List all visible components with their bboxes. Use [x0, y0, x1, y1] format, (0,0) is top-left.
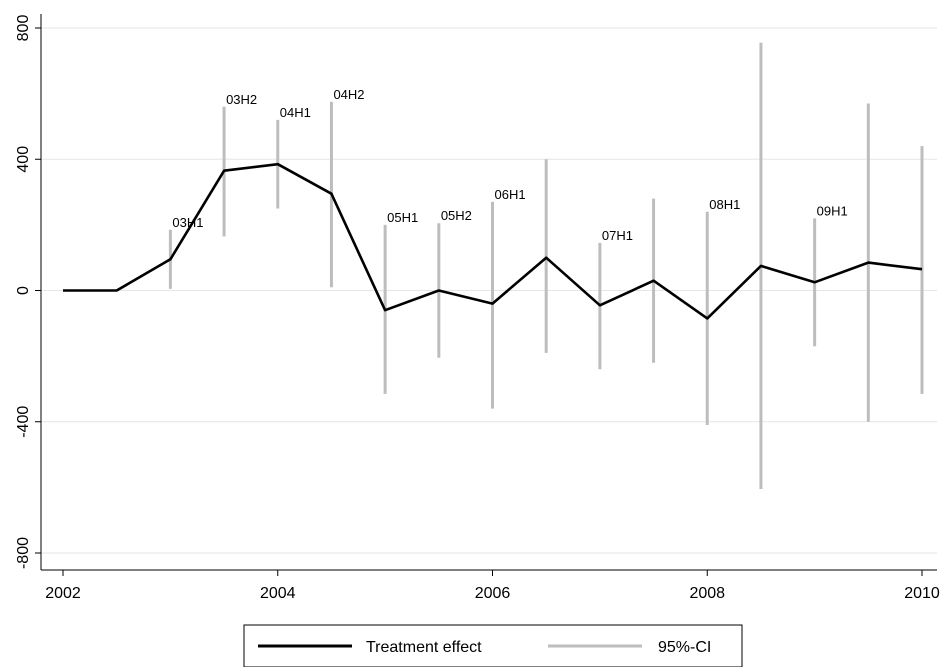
y-tick-label: -800: [15, 537, 32, 569]
x-tick-label: 2008: [689, 585, 725, 602]
plot-area: [40, 13, 938, 571]
x-tick-label: 2004: [260, 585, 296, 602]
x-tick-label: 2002: [45, 585, 81, 602]
y-tick-label: 800: [15, 15, 32, 42]
period-label: 04H1: [280, 105, 311, 120]
y-tick-label: 400: [15, 146, 32, 173]
x-tick-label: 2010: [904, 585, 940, 602]
period-label: 05H1: [387, 210, 418, 225]
period-label: 07H1: [602, 228, 633, 243]
legend-label-treatment: Treatment effect: [366, 639, 482, 656]
period-label: 04H2: [333, 87, 364, 102]
period-label: 05H2: [441, 208, 472, 223]
period-label: 03H2: [226, 92, 257, 107]
legend: Treatment effect 95%-CI: [243, 624, 743, 668]
treatment-effect-line: [63, 162, 923, 320]
period-label: 06H1: [495, 187, 526, 202]
gridlines: [40, 13, 938, 571]
period-label: 03H1: [172, 215, 203, 230]
x-tick-label: 2006: [475, 585, 511, 602]
axes: -800 -400 0 400 800 2002 2004 2006 2008 2010: [15, 14, 940, 602]
y-tick-label: -400: [15, 406, 32, 438]
y-tick-label: 0: [15, 286, 32, 295]
effect-line-layer: [63, 162, 923, 320]
period-label: 09H1: [817, 203, 848, 218]
period-annotations: 03H1 03H2 04H1 04H2 05H1 05H2 06H1 07H1 08H1 09H1: [172, 87, 847, 243]
period-label: 08H1: [709, 197, 740, 212]
legend-label-ci: 95%-CI: [658, 639, 711, 656]
